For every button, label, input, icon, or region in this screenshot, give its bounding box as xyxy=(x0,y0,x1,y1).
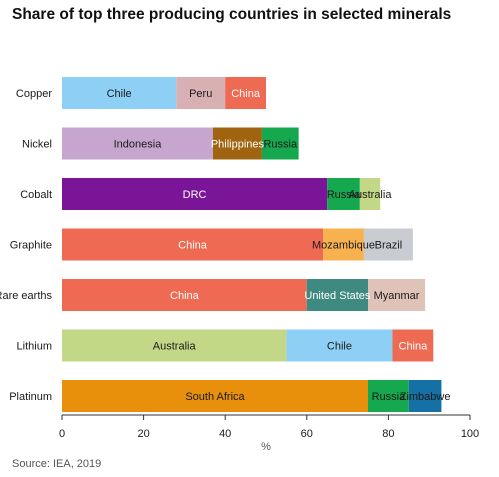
x-tick-label-80: 80 xyxy=(382,428,394,440)
segment-label-lithium-chile: Chile xyxy=(327,341,352,353)
x-tick-label-60: 60 xyxy=(301,428,313,440)
segment-label-platinum-russia: Russia xyxy=(372,391,407,403)
segment-label-nickel-russia: Russia xyxy=(263,139,298,151)
segment-label-graphite-china: China xyxy=(178,240,208,252)
segment-label-lithium-australia: Australia xyxy=(153,341,197,353)
segment-label-rare-earths-china: China xyxy=(170,290,200,302)
x-tick-label-100: 100 xyxy=(461,428,479,440)
segment-label-cobalt-drc: DRC xyxy=(183,189,207,201)
bar-segment-cobalt-russia xyxy=(327,178,360,210)
bar-segment-platinum-russia xyxy=(368,380,409,412)
bar-segment-rare-earths-china xyxy=(62,279,307,311)
bar-segment-graphite-brazil xyxy=(363,228,413,261)
chart-title: Share of top three producing countries i… xyxy=(12,6,452,23)
bar-segment-rare-earths-myanmar xyxy=(368,279,426,311)
bar-segment-nickel-russia xyxy=(261,127,299,160)
segment-label-nickel-philippines: Philippines xyxy=(211,139,265,151)
segment-label-graphite-brazil: Brazil xyxy=(375,240,403,252)
segment-label-cobalt-russia: Russia xyxy=(327,189,362,201)
segment-label-copper-chile: Chile xyxy=(107,88,132,100)
bar-segment-rare-earths-united-states xyxy=(306,279,368,311)
bars-layer: Copper Chile Peru China Nickel Indonesia Phili… xyxy=(0,77,450,412)
segment-label-lithium-china: China xyxy=(399,341,429,353)
category-label-platinum: Platinum xyxy=(9,391,52,403)
category-label-graphite: Graphite xyxy=(10,240,52,252)
segment-label-graphite-mozambique: Mozambique xyxy=(312,240,375,252)
bar-segment-copper-peru xyxy=(176,77,226,109)
x-tick-label-0: 0 xyxy=(59,428,65,440)
bar-segment-lithium-chile xyxy=(286,329,393,362)
bar-segment-lithium-australia xyxy=(62,329,287,362)
source-note: Source: IEA, 2019 xyxy=(12,458,102,470)
segment-label-platinum-zimbabwe: Zimbabwe xyxy=(400,391,451,403)
bar-segment-nickel-philippines xyxy=(212,127,262,160)
segment-label-copper-peru: Peru xyxy=(189,88,212,100)
x-axis: 0 20 40 60 80 100 xyxy=(59,414,479,440)
bar-segment-platinum-zimbabwe xyxy=(408,380,442,412)
bar-segment-cobalt-drc xyxy=(62,178,328,210)
category-label-copper: Copper xyxy=(16,88,52,100)
bar-segment-copper-china xyxy=(225,77,266,109)
bar-segment-nickel-indonesia xyxy=(62,127,213,160)
category-label-cobalt: Cobalt xyxy=(20,189,52,201)
segment-label-cobalt-australia: Australia xyxy=(349,189,393,201)
x-tick-label-20: 20 xyxy=(137,428,149,440)
bar-segment-platinum-south-africa xyxy=(62,380,368,412)
segment-label-nickel-indonesia: Indonesia xyxy=(114,139,163,151)
category-label-lithium: Lithium xyxy=(17,341,52,353)
category-label-rare-earths: Rare earths xyxy=(0,290,52,302)
x-axis-label: % xyxy=(261,441,271,453)
bar-segment-lithium-china xyxy=(392,329,434,362)
bar-segment-graphite-china xyxy=(62,228,324,261)
segment-label-rare-earths-myanmar: Myanmar xyxy=(374,290,420,302)
bar-segment-cobalt-australia xyxy=(359,178,381,210)
x-tick-label-40: 40 xyxy=(219,428,231,440)
bar-segment-graphite-mozambique xyxy=(323,228,364,261)
segment-label-copper-china: China xyxy=(231,88,261,100)
segment-label-rare-earths-united-states: United States xyxy=(304,290,371,302)
segment-label-platinum-south-africa: South Africa xyxy=(185,391,245,403)
category-label-nickel: Nickel xyxy=(22,139,52,151)
bar-segment-copper-chile xyxy=(62,77,177,109)
